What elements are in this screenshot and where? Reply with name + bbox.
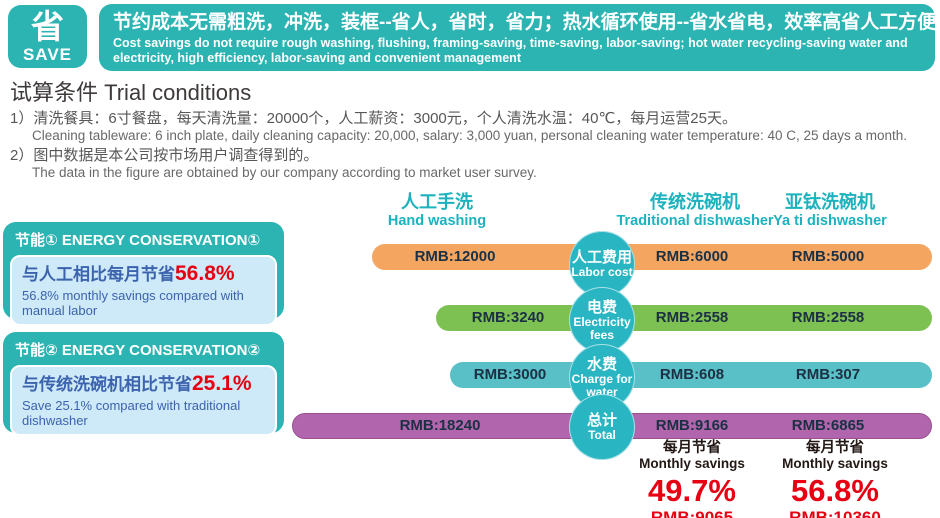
monthly-savings-traditional-en: Monthly savings bbox=[639, 456, 745, 471]
header-title-en: Cost savings do not require rough washin… bbox=[113, 36, 908, 65]
value-labor-hand: RMB:12000 bbox=[414, 248, 496, 265]
value-electricity-hand: RMB:3240 bbox=[471, 309, 545, 326]
energy-box-2-line-en: Save 25.1% compared with traditional dis… bbox=[22, 398, 241, 428]
save-badge-cn: 省 bbox=[31, 8, 64, 45]
energy-box-2-body: 与传统洗碗机相比节省25.1% Save 25.1% compared with… bbox=[10, 365, 277, 436]
monthly-savings-traditional: 每月节省 Monthly savings 49.7% RMB:9065 bbox=[607, 440, 777, 518]
save-badge: 省 SAVE bbox=[8, 5, 87, 68]
energy-box-2-title: 节能② ENERGY CONSERVATION② bbox=[15, 342, 261, 359]
column-header-yati-en: Ya ti dishwasher bbox=[773, 213, 887, 229]
monthly-savings-traditional-cn: 每月节省 bbox=[663, 440, 721, 456]
row-label-water-en1: Charge for bbox=[571, 371, 633, 386]
energy-conservation-box-2: 节能② ENERGY CONSERVATION② 与传统洗碗机相比节省25.1%… bbox=[3, 332, 284, 436]
column-header-traditional-dishwasher: 传统洗碗机 Traditional dishwasher bbox=[585, 192, 805, 229]
column-header-yati-cn: 亚钛洗碗机 bbox=[785, 192, 875, 212]
value-total-yati: RMB:6865 bbox=[791, 417, 865, 434]
trial-item1-en: Cleaning tableware: 6 inch plate, daily … bbox=[32, 128, 908, 143]
save-badge-en: SAVE bbox=[22, 45, 73, 64]
column-header-hand-washing-en: Hand washing bbox=[387, 213, 487, 229]
monthly-savings-yati-en: Monthly savings bbox=[782, 456, 888, 471]
header-title-cn: 节约成本无需粗洗，冲洗，装框--省人，省时，省力；热水循环使用--省水省电，效率… bbox=[113, 12, 940, 33]
row-label-electricity-en2: fees bbox=[589, 327, 615, 342]
row-circle-labor-cost: 人工费用 Labor cost bbox=[569, 231, 635, 297]
energy-box-1-line-en: 56.8% monthly savings compared with manu… bbox=[22, 288, 244, 318]
trial-item2-en: The data in the figure are obtained by o… bbox=[32, 165, 537, 180]
value-water-yati: RMB:307 bbox=[795, 366, 861, 383]
value-total-traditional: RMB:9166 bbox=[655, 417, 729, 434]
value-electricity-traditional: RMB:2558 bbox=[655, 309, 729, 326]
value-labor-traditional: RMB:6000 bbox=[655, 248, 729, 265]
row-label-total-en: Total bbox=[588, 428, 616, 442]
energy-box-1-body: 与人工相比每月节省56.8% 56.8% monthly savings com… bbox=[10, 255, 277, 326]
bar-labor-cost bbox=[372, 244, 932, 270]
value-labor-yati: RMB:5000 bbox=[791, 248, 865, 265]
column-header-traditional-cn: 传统洗碗机 bbox=[650, 192, 740, 212]
column-header-traditional-en: Traditional dishwasher bbox=[616, 213, 774, 229]
row-label-total-cn: 总计 bbox=[586, 412, 617, 429]
energy-conservation-box-1: 节能① ENERGY CONSERVATION① 与人工相比每月节省56.8% … bbox=[3, 222, 284, 326]
row-label-electricity-en1: Electricity bbox=[573, 314, 631, 329]
header-banner: 节约成本无需粗洗，冲洗，装框--省人，省时，省力；热水循环使用--省水省电，效率… bbox=[99, 4, 940, 71]
energy-box-2-line-cn: 与传统洗碗机相比节省 bbox=[22, 375, 192, 394]
energy-box-1-line: 与人工相比每月节省56.8% bbox=[22, 262, 265, 288]
monthly-savings-yati-amount: RMB:10360 bbox=[789, 508, 881, 518]
column-header-hand-washing: 人工手洗 Hand washing bbox=[327, 192, 547, 229]
monthly-savings-yati: 每月节省 Monthly savings 56.8% RMB:10360 bbox=[750, 440, 920, 518]
column-header-yati-dishwasher: 亚钛洗碗机 Ya ti dishwasher bbox=[720, 192, 940, 229]
monthly-savings-yati-cn: 每月节省 bbox=[806, 440, 864, 456]
monthly-savings-traditional-percent: 49.7% bbox=[648, 473, 736, 508]
row-circle-total: 总计 Total bbox=[569, 394, 635, 460]
trial-conditions-section: 试算条件 Trial conditions 1）清洗餐具：6寸餐盘，每天清洗量：… bbox=[10, 80, 930, 183]
column-header-hand-washing-cn: 人工手洗 bbox=[401, 192, 473, 212]
row-label-labor-en: Labor cost bbox=[571, 265, 633, 279]
monthly-savings-yati-percent: 56.8% bbox=[791, 473, 879, 508]
energy-box-1-percent: 56.8% bbox=[175, 262, 235, 285]
trial-item2-cn: 2）图中数据是本公司按市场用户调查得到的。 bbox=[10, 147, 319, 164]
energy-box-1-title: 节能① ENERGY CONSERVATION① bbox=[15, 232, 261, 249]
value-water-hand: RMB:3000 bbox=[473, 366, 547, 383]
monthly-savings-traditional-amount: RMB:9065 bbox=[650, 508, 734, 518]
value-total-hand: RMB:18240 bbox=[399, 417, 481, 434]
energy-box-1-line-cn: 与人工相比每月节省 bbox=[22, 265, 175, 284]
row-label-electricity-cn: 电费 bbox=[586, 298, 617, 316]
trial-conditions-title: 试算条件 Trial conditions bbox=[10, 80, 252, 105]
trial-item1-cn: 1）清洗餐具：6寸餐盘，每天清洗量：20000个，人工薪资：3000元，个人清洗… bbox=[10, 110, 737, 127]
energy-box-2-percent: 25.1% bbox=[192, 372, 252, 395]
bar-water-charge bbox=[450, 362, 932, 388]
value-electricity-yati: RMB:2558 bbox=[791, 309, 865, 326]
value-water-traditional: RMB:608 bbox=[659, 366, 725, 383]
bar-electricity-fees bbox=[436, 305, 932, 331]
row-label-water-cn: 水费 bbox=[586, 355, 617, 373]
row-circle-electricity: 电费 Electricity fees bbox=[569, 287, 635, 353]
energy-box-2-line: 与传统洗碗机相比节省25.1% bbox=[22, 372, 265, 398]
row-label-labor-cn: 人工费用 bbox=[571, 249, 632, 266]
